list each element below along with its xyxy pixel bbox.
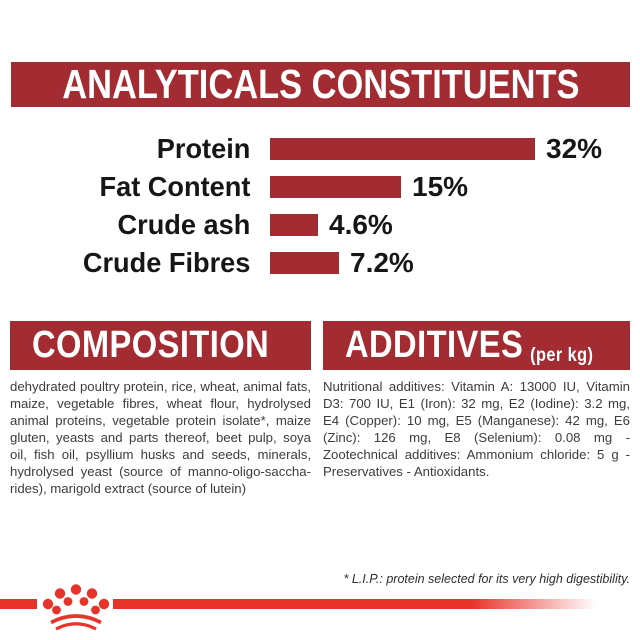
lip-footnote: * L.I.P.: protein selected for its very …	[343, 572, 631, 586]
chart-row-fat-content: Fat Content 15%	[0, 168, 640, 206]
additives-title-text: ADDITIVES	[345, 324, 524, 366]
chart-label: Crude Fibres	[82, 247, 251, 278]
chart-value: 7.2%	[350, 247, 414, 278]
chart-bar	[270, 252, 339, 274]
chart-row-crude-fibres: Crude Fibres 7.2%	[0, 244, 640, 282]
chart-value: 15%	[412, 171, 469, 202]
additives-banner: ADDITIVES (per kg)	[323, 321, 630, 370]
additives-text: Nutritional additives: Vitamin A: 13000 …	[323, 379, 630, 479]
analytical-constituents-title: ANALYTICALS CONSTITUENTS	[61, 61, 580, 107]
composition-title: COMPOSITION	[32, 324, 270, 366]
additives-title: ADDITIVES (per kg)	[345, 324, 593, 367]
chart-value: 32%	[546, 133, 603, 164]
brand-stripe-right	[113, 599, 597, 609]
chart-row-crude-ash: Crude ash 4.6%	[0, 206, 640, 244]
additives-unit-label: (per kg)	[530, 345, 594, 366]
chart-bar	[270, 214, 318, 236]
chart-label: Protein	[156, 133, 251, 164]
analytical-constituents-chart: Protein 32% Fat Content 15% Crude ash 4.…	[0, 130, 640, 282]
chart-row-protein: Protein 32%	[0, 130, 640, 168]
analytical-constituents-banner: ANALYTICALS CONSTITUENTS	[11, 61, 630, 107]
chart-value: 4.6%	[329, 209, 393, 240]
chart-label: Crude ash	[117, 209, 251, 240]
brand-stripe-left	[0, 599, 37, 609]
composition-banner: COMPOSITION	[10, 321, 311, 370]
chart-bar	[270, 176, 401, 198]
chart-label: Fat Content	[99, 171, 251, 202]
royal-canin-crown-logo	[42, 584, 110, 631]
chart-bar	[270, 138, 535, 160]
composition-text: dehydrated poultry protein, rice, wheat,…	[10, 379, 311, 496]
